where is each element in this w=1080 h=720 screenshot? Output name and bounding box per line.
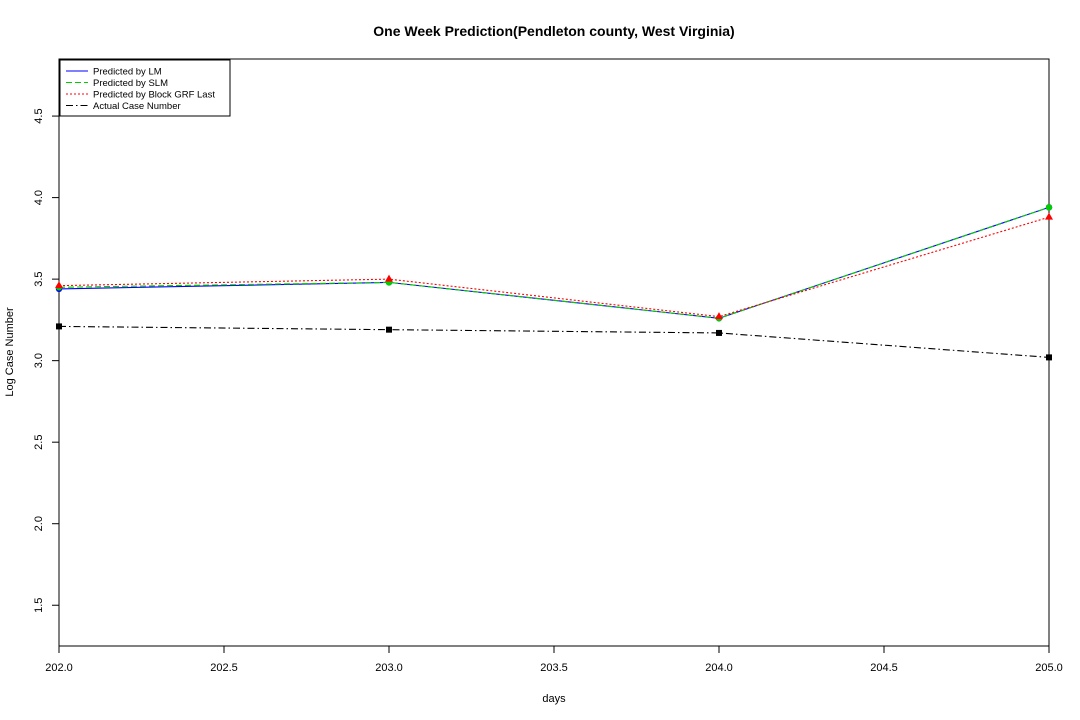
series-layer	[55, 204, 1053, 361]
y-tick-label: 4.5	[33, 108, 45, 123]
x-tick-label: 203.5	[540, 662, 568, 674]
chart-title: One Week Prediction(Pendleton county, We…	[373, 23, 734, 39]
data-point	[716, 329, 722, 336]
x-tick-label: 204.5	[870, 662, 898, 674]
data-point	[56, 323, 62, 330]
data-point	[386, 326, 392, 333]
x-tick-label: 202.0	[45, 662, 73, 674]
data-point	[1045, 212, 1053, 220]
plot-frame	[58, 58, 1050, 647]
series-0	[55, 204, 1053, 322]
y-tick-label: 1.5	[33, 598, 45, 613]
series-2	[55, 212, 1053, 320]
y-tick-label: 3.0	[33, 353, 45, 368]
y-axis-label: Log Case Number	[4, 307, 16, 397]
series-1	[55, 204, 1053, 322]
series-line	[58, 216, 1050, 318]
legend-label: Predicted by Block GRF Last	[93, 90, 215, 101]
legend-box	[59, 59, 231, 117]
data-point	[1045, 204, 1053, 211]
series-line	[58, 325, 1050, 358]
y-tick-label: 2.0	[33, 516, 45, 531]
x-tick-label: 204.0	[705, 662, 733, 674]
y-tick-label: 2.5	[33, 435, 45, 450]
y-axis: 1.5 2.0 2.5 3.0 3.5 4.0 4.5	[33, 108, 59, 613]
x-tick-label: 205.0	[1035, 662, 1063, 674]
y-tick-label: 4.0	[33, 190, 45, 205]
series-line	[58, 206, 1050, 319]
data-point	[1046, 354, 1052, 361]
data-point	[385, 274, 393, 282]
y-tick-label: 3.5	[33, 271, 45, 286]
data-point	[715, 312, 723, 320]
series-3	[56, 323, 1052, 361]
legend-label: Actual Case Number	[93, 101, 181, 112]
data-point	[55, 281, 63, 289]
series-line	[58, 206, 1050, 319]
x-axis-label: days	[542, 693, 566, 705]
x-tick-label: 203.0	[375, 662, 403, 674]
x-axis: 202.0 202.5 203.0 203.5 204.0 204.5 205.0	[45, 646, 1063, 674]
legend-label: Predicted by LM	[93, 67, 162, 78]
x-tick-label: 202.5	[210, 662, 238, 674]
legend-label: Predicted by SLM	[93, 78, 168, 89]
